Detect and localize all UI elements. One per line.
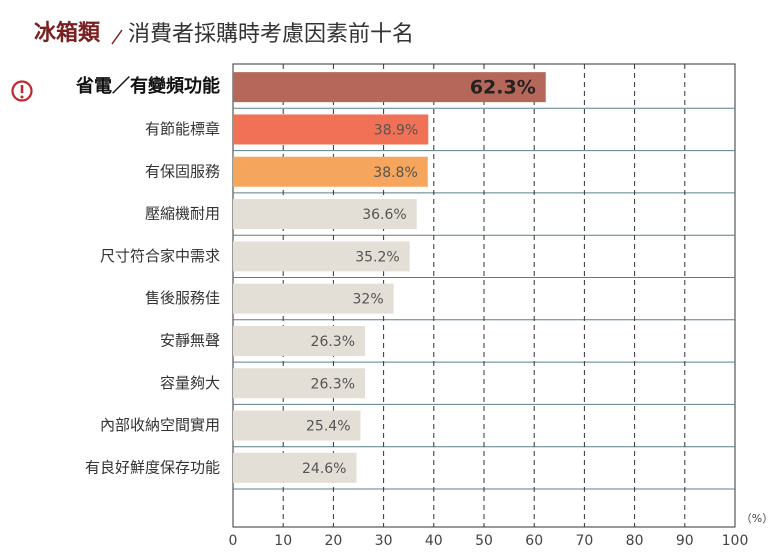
category-label: 省電／有變頻功能 bbox=[75, 75, 220, 97]
category-label: 有節能標章 bbox=[145, 120, 220, 138]
bar bbox=[233, 199, 417, 230]
value-label: 25.4% bbox=[306, 419, 350, 435]
x-tick-label: 10 bbox=[274, 533, 292, 549]
x-unit: （%） bbox=[741, 512, 773, 525]
bar bbox=[233, 114, 429, 145]
title-separator bbox=[111, 29, 123, 45]
x-tick-label: 90 bbox=[676, 533, 694, 549]
category-label: 售後服務佳 bbox=[145, 289, 220, 307]
x-tick-label: 70 bbox=[575, 533, 593, 549]
chart-title-prefix: 冰箱類 bbox=[34, 20, 101, 46]
x-tick-label: 80 bbox=[626, 533, 644, 549]
category-label: 有良好鮮度保存功能 bbox=[85, 458, 220, 476]
category-label: 容量夠大 bbox=[160, 374, 220, 392]
x-tick-label: 100 bbox=[722, 533, 749, 549]
value-label: 26.3% bbox=[311, 376, 355, 392]
value-label: 35.2% bbox=[355, 249, 399, 265]
category-label: 有保固服務 bbox=[145, 162, 220, 180]
x-tick-label: 30 bbox=[375, 533, 393, 549]
bar bbox=[233, 452, 357, 483]
x-tick-label: 40 bbox=[425, 533, 443, 549]
value-label: 32% bbox=[353, 292, 384, 308]
value-label: 26.3% bbox=[311, 334, 355, 350]
bar bbox=[233, 241, 410, 272]
bar bbox=[233, 156, 428, 187]
value-label: 38.9% bbox=[374, 122, 418, 138]
value-label: 62.3% bbox=[470, 77, 536, 99]
alert-icon bbox=[11, 80, 33, 102]
x-tick-label: 60 bbox=[525, 533, 543, 549]
category-label: 壓縮機耐用 bbox=[145, 205, 220, 223]
chart-title: 消費者採購時考慮因素前十名 bbox=[128, 22, 414, 47]
x-tick-label: 20 bbox=[324, 533, 342, 549]
bar bbox=[233, 283, 394, 314]
value-label: 24.6% bbox=[302, 461, 346, 477]
bar bbox=[233, 368, 366, 399]
category-label: 尺寸符合家中需求 bbox=[100, 247, 220, 265]
category-label: 內部收納空間實用 bbox=[100, 416, 220, 434]
x-tick-label: 0 bbox=[229, 533, 238, 549]
bar bbox=[233, 325, 366, 356]
x-tick-label: 50 bbox=[475, 533, 493, 549]
category-label: 安靜無聲 bbox=[160, 331, 220, 349]
bar bbox=[233, 72, 546, 103]
value-label: 36.6% bbox=[362, 207, 406, 223]
bar bbox=[233, 410, 361, 441]
value-label: 38.8% bbox=[373, 165, 417, 181]
